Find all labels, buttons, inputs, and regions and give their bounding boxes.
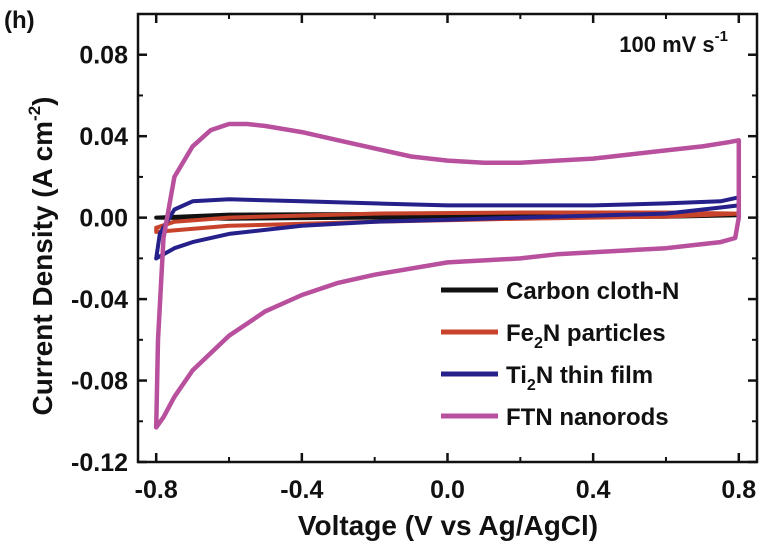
legend-label-sub: 2 [527, 377, 536, 394]
legend-label-sub: 2 [534, 335, 543, 352]
y-tick-label: -0.08 [71, 368, 128, 396]
panel-label: (h) [4, 7, 35, 34]
plot-frame [136, 12, 759, 464]
y-axis-title-sup: -2 [25, 106, 44, 121]
scan-rate-main: 100 mV s [619, 32, 714, 57]
legend-label-1: Carbon cloth-N [506, 278, 679, 305]
scan-rate-sup: -1 [715, 28, 728, 45]
y-tick-label: 0.04 [79, 123, 128, 151]
legend-label-rest: N particles [543, 320, 666, 347]
y-tick-label: 0.00 [79, 205, 128, 233]
axes-layer: -0.8 -0.4 0.0 0.4 0.8 -0.12 -0.08 -0.04 0.00 0.04… [71, 12, 759, 504]
legend-label-main: FTN nanorods [506, 404, 669, 431]
x-tick-label: -0.4 [280, 476, 323, 504]
scan-rate-annotation: 100 mV s-1 [619, 28, 728, 57]
y-tick-label: -0.04 [71, 286, 128, 314]
legend-label-3: Ti2N thin film [506, 362, 653, 394]
legend-label-4: FTN nanorods [506, 404, 669, 431]
y-axis-title-close: ) [27, 96, 58, 105]
legend-label-main: Fe [506, 320, 534, 347]
legend-label-main: Ti [506, 362, 527, 389]
x-tick-label: 0.4 [576, 476, 611, 504]
y-tick-label: -0.12 [71, 449, 128, 477]
x-tick-label: -0.8 [135, 476, 178, 504]
y-axis-title-main: Current Density (A cm [27, 121, 58, 416]
legend-label-rest: N thin film [536, 362, 653, 389]
x-tick-label: 0.0 [430, 476, 465, 504]
y-tick-label: 0.08 [79, 42, 128, 70]
legend-label-2: Fe2N particles [506, 320, 666, 352]
x-axis-title: Voltage (V vs Ag/AgCl) [298, 510, 598, 541]
y-axis-title: Current Density (A cm-2) [25, 96, 58, 415]
x-tick-label: 0.8 [721, 476, 756, 504]
series-line-4 [153, 121, 742, 430]
legend-label-main: Carbon cloth-N [506, 278, 679, 305]
series-layer [153, 121, 742, 430]
